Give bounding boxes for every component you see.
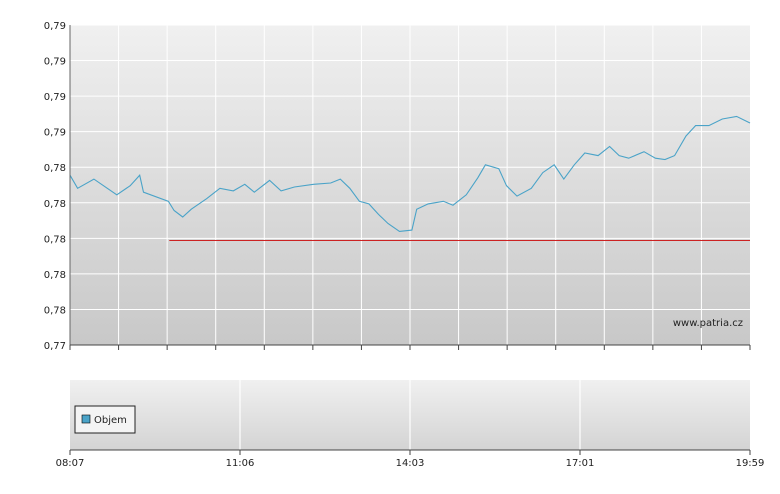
x-tick-label: 11:06	[226, 458, 255, 469]
y-tick-label: 0,78	[44, 305, 66, 316]
x-tick-label: 17:01	[566, 458, 595, 469]
y-tick-label: 0,78	[44, 199, 66, 210]
x-tick-label: 19:59	[736, 458, 765, 469]
y-tick-label: 0,78	[44, 270, 66, 281]
y-tick-label: 0,79	[44, 92, 66, 103]
price-series-group	[69, 115, 751, 241]
price-y-axis: 0,77 0,78 0,78 0,78 0,78 0,78 0,79 0,79 0,79 0,79	[44, 21, 66, 352]
x-tick-label: 14:03	[396, 458, 425, 469]
y-tick-label: 0,79	[44, 128, 66, 139]
volume-grid	[239, 380, 581, 450]
price-line	[69, 115, 751, 232]
legend-label: Objem	[94, 415, 127, 426]
x-tick-label: 08:07	[56, 458, 85, 469]
price-grid	[70, 24, 750, 345]
price-x-ticks	[69, 345, 751, 350]
y-tick-label: 0,79	[44, 57, 66, 68]
watermark: www.patria.cz	[673, 318, 743, 329]
y-tick-label: 0,79	[44, 21, 66, 32]
volume-x-axis: 08:07 11:06 14:03 17:01 19:59	[56, 450, 765, 469]
y-tick-label: 0,78	[44, 163, 66, 174]
y-tick-label: 0,77	[44, 341, 66, 352]
volume-legend: Objem	[74, 405, 136, 434]
y-tick-label: 0,78	[44, 234, 66, 245]
legend-swatch	[81, 414, 91, 424]
